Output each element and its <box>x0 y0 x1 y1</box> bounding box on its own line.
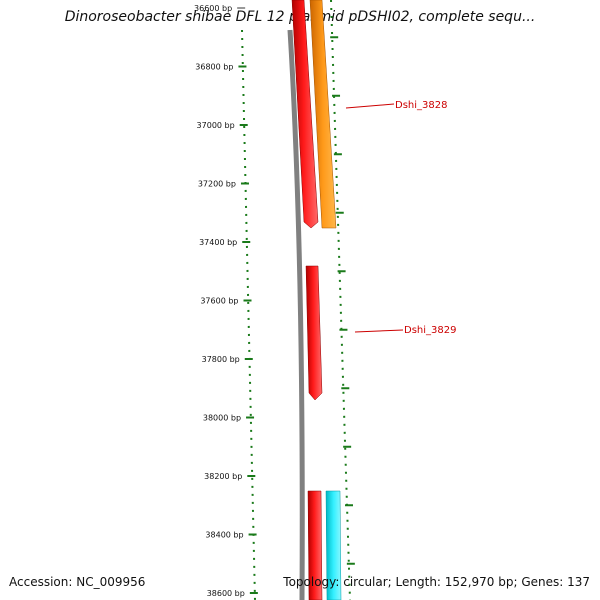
scale-dotted-line <box>241 29 256 600</box>
gene-label-dshi-3829[interactable]: Dshi_3829 <box>354 325 456 336</box>
scale-tick-label: 38200 bp <box>204 472 242 481</box>
topology-summary: Topology: circular; Length: 152,970 bp; … <box>283 575 590 589</box>
callout-line-dshi-3828 <box>345 103 395 109</box>
scale-tick-label: 37600 bp <box>200 297 238 306</box>
gene-label-text-dshi-3828: Dshi_3828 <box>395 100 447 111</box>
callout-line-dshi-3829 <box>354 329 404 333</box>
scale-tick-label: 36800 bp <box>195 63 233 72</box>
gene-orange-dshi-3828[interactable] <box>309 0 337 229</box>
scale-axis: 36600 bp 36800 bp 37000 bp 37200 bp 37400 bp… <box>194 4 258 600</box>
scale-tick-label: 37200 bp <box>198 180 236 189</box>
scale-tick-label: 38000 bp <box>203 414 241 423</box>
backbone-arc <box>287 29 305 600</box>
gene-red-dshi-3829[interactable] <box>305 265 323 401</box>
scale-axis-right <box>330 0 355 600</box>
gene-label-text-dshi-3829: Dshi_3829 <box>404 325 456 336</box>
scale-tick-label: 36600 bp <box>194 4 232 13</box>
gene-red-1[interactable] <box>291 0 319 229</box>
scale-tick-label: 37800 bp <box>202 355 240 364</box>
gene-label-dshi-3828[interactable]: Dshi_3828 <box>345 100 447 111</box>
accession-label: Accession: NC_009956 <box>9 575 146 589</box>
scale-tick-label: 37400 bp <box>199 238 237 247</box>
gene-cyan-1[interactable] <box>325 490 342 600</box>
scale-tick-label: 38600 bp <box>207 589 245 598</box>
scale-tick-label: 37000 bp <box>197 121 235 130</box>
scale-tick-label: 38400 bp <box>205 531 243 540</box>
gene-red-3[interactable] <box>307 490 323 600</box>
